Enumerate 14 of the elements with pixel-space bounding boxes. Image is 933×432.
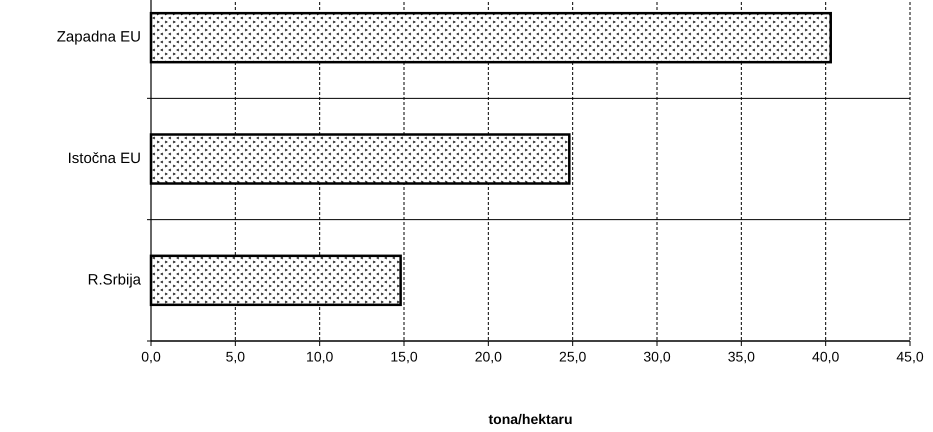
x-tick-label: 40,0 <box>812 348 840 365</box>
x-tick-label: 5,0 <box>226 348 246 365</box>
y-tick-label: Zapadna EU <box>56 28 141 46</box>
x-tick-label: 35,0 <box>728 348 756 365</box>
y-tick-label: Istočna EU <box>68 150 141 167</box>
x-axis-title: tona/hektaru <box>488 411 573 427</box>
x-tick-label: 0,0 <box>141 348 161 365</box>
x-tick-label: 30,0 <box>643 348 671 365</box>
x-tick-label: 15,0 <box>390 348 418 365</box>
x-tick-label: 45,0 <box>896 348 924 365</box>
y-tick-label: R.Srbija <box>88 271 142 288</box>
x-tick-label: 25,0 <box>559 348 587 365</box>
x-tick-label: 10,0 <box>306 348 334 365</box>
x-tick-label: 20,0 <box>474 348 502 365</box>
